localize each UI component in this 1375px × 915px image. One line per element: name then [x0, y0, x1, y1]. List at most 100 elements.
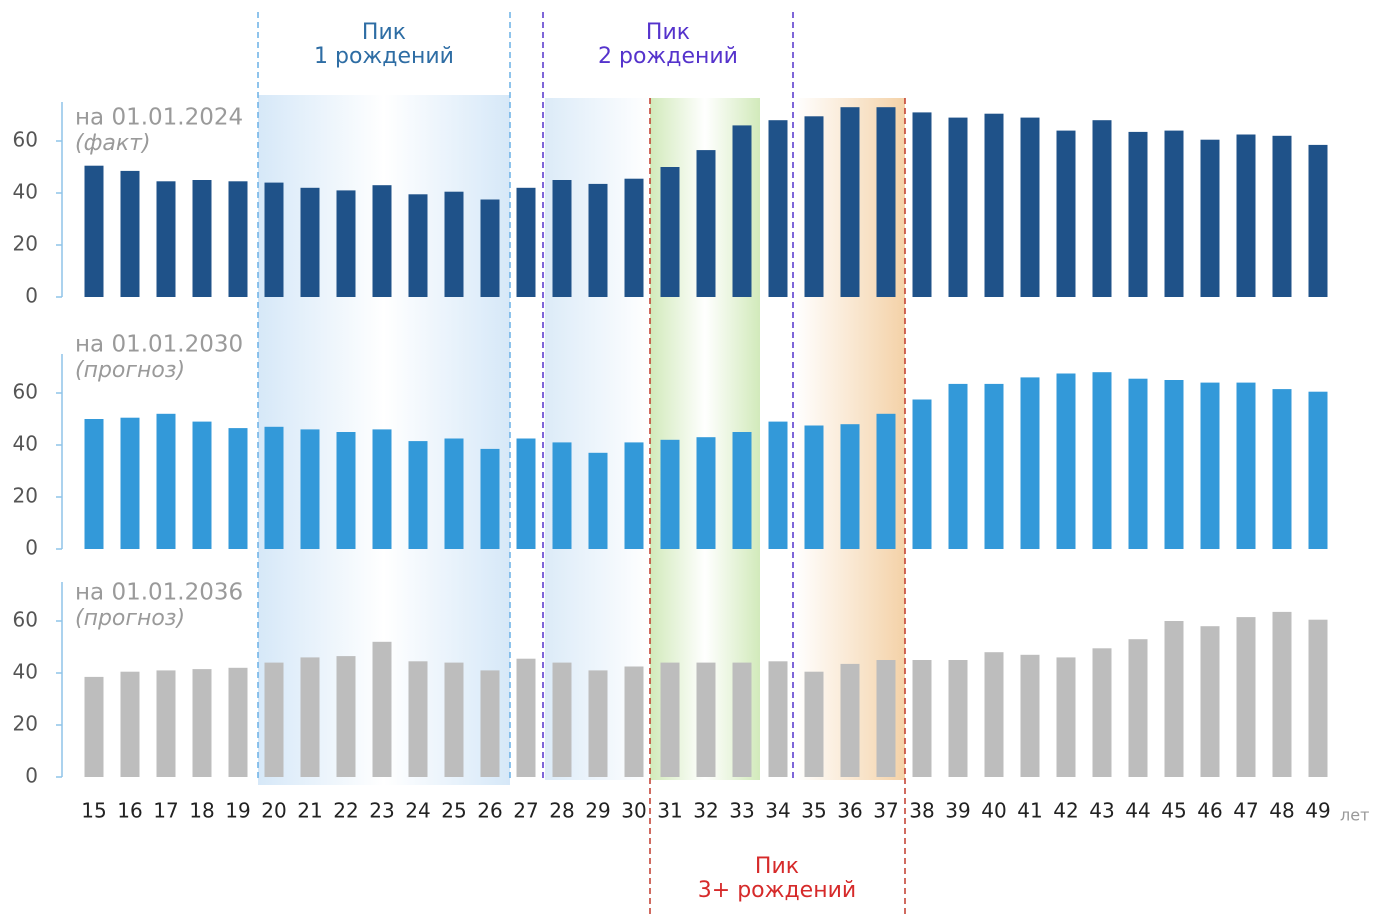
- bar: [984, 652, 1004, 777]
- bar: [1128, 378, 1148, 549]
- bar: [480, 199, 500, 297]
- x-tick-label: 17: [153, 799, 178, 823]
- bar: [768, 120, 788, 297]
- bar: [840, 107, 860, 297]
- bar: [552, 442, 572, 549]
- bar: [1308, 144, 1328, 297]
- bar: [1164, 130, 1184, 297]
- bar: [768, 421, 788, 549]
- bar: [912, 112, 932, 298]
- x-tick-label: 34: [765, 799, 790, 823]
- bar: [156, 181, 176, 297]
- bar: [84, 165, 104, 297]
- bar: [1272, 389, 1292, 549]
- x-tick-label: 25: [441, 799, 466, 823]
- x-tick-label: 27: [513, 799, 538, 823]
- bar: [228, 181, 248, 297]
- bar: [912, 399, 932, 549]
- y-tick-label: 0: [25, 536, 38, 560]
- panel-title: на 01.01.2024: [75, 105, 243, 131]
- y-tick-label: 40: [13, 180, 38, 204]
- bar: [1164, 621, 1184, 777]
- bar: [732, 662, 752, 777]
- bar: [804, 671, 824, 777]
- bar: [1092, 120, 1112, 297]
- bar: [840, 663, 860, 777]
- bar: [408, 441, 428, 549]
- y-tick-label: 0: [25, 764, 38, 788]
- bar: [480, 670, 500, 777]
- bar: [948, 660, 968, 777]
- bar: [1056, 373, 1076, 549]
- bar: [192, 669, 212, 777]
- bar: [984, 113, 1004, 297]
- bar: [948, 117, 968, 297]
- x-tick-label: 29: [585, 799, 610, 823]
- bar: [516, 658, 536, 777]
- y-tick-label: 0: [25, 284, 38, 308]
- bar: [1272, 135, 1292, 297]
- bar: [1236, 382, 1256, 549]
- bar: [120, 417, 140, 549]
- x-tick-label: 15: [81, 799, 106, 823]
- bar: [84, 419, 104, 549]
- bar: [372, 429, 392, 549]
- bar: [1020, 377, 1040, 549]
- x-tick-label: 23: [369, 799, 394, 823]
- bar: [1200, 626, 1220, 777]
- annotation: 2 рождений: [598, 44, 738, 69]
- y-tick-label: 20: [13, 232, 38, 256]
- bar: [264, 426, 284, 549]
- bar: [876, 413, 896, 549]
- bar: [732, 125, 752, 298]
- bar: [516, 187, 536, 297]
- bar: [1092, 372, 1112, 549]
- bar: [444, 662, 464, 777]
- bar: [660, 439, 680, 549]
- x-tick-label: 30: [621, 799, 646, 823]
- bar: [444, 191, 464, 297]
- x-tick-label: 22: [333, 799, 358, 823]
- bar: [696, 437, 716, 549]
- x-tick-label: 35: [801, 799, 826, 823]
- x-tick-label: 24: [405, 799, 430, 823]
- bar: [1308, 619, 1328, 777]
- y-tick-label: 20: [13, 712, 38, 736]
- x-tick-label: 20: [261, 799, 286, 823]
- bar: [552, 180, 572, 297]
- x-tick-label: 42: [1053, 799, 1078, 823]
- x-tick-label: 26: [477, 799, 502, 823]
- bar: [408, 194, 428, 297]
- bar: [336, 656, 356, 777]
- bar: [1056, 130, 1076, 297]
- bar: [1200, 382, 1220, 549]
- bar: [588, 452, 608, 549]
- annotation: 1 рождений: [314, 44, 454, 69]
- bar: [1092, 648, 1112, 777]
- panel-subtitle: (прогноз): [75, 606, 185, 631]
- y-tick-label: 60: [13, 380, 38, 404]
- bar: [1272, 611, 1292, 777]
- x-tick-label: 33: [729, 799, 754, 823]
- divider-lines: [257, 12, 906, 915]
- bar: [336, 190, 356, 297]
- panel-title: на 01.01.2036: [75, 580, 243, 606]
- bar: [876, 107, 896, 297]
- x-tick-label: 48: [1269, 799, 1294, 823]
- panel-subtitle: (прогноз): [75, 358, 185, 383]
- x-tick-label: 21: [297, 799, 322, 823]
- annotation: 3+ рождений: [698, 878, 856, 903]
- bars: [84, 107, 1328, 777]
- bar: [804, 425, 824, 549]
- bar: [156, 670, 176, 777]
- x-tick-label: 28: [549, 799, 574, 823]
- bar: [264, 662, 284, 777]
- bar: [1128, 639, 1148, 777]
- x-tick-label: 44: [1125, 799, 1150, 823]
- x-tick-label: 47: [1233, 799, 1258, 823]
- panel-subtitle: (факт): [75, 131, 151, 156]
- bar: [660, 167, 680, 297]
- bar: [1020, 654, 1040, 777]
- bar: [120, 671, 140, 777]
